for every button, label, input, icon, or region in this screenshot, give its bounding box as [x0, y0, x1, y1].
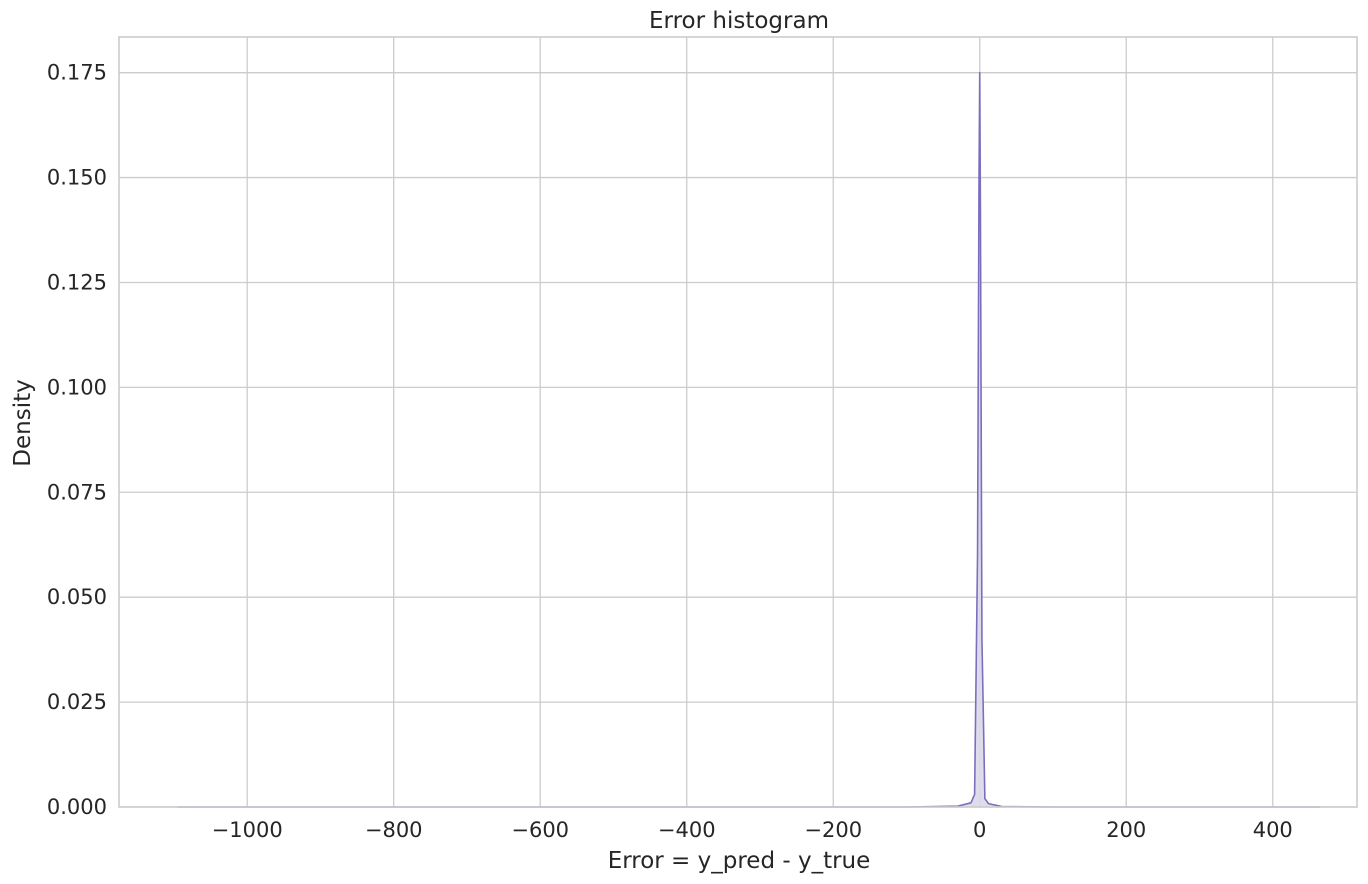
x-tick-label: −600	[511, 818, 569, 842]
chart-title: Error histogram	[649, 8, 829, 34]
x-tick-labels: −1000 −800 −600 −400 −200 0 200 400	[212, 818, 1293, 842]
y-tick-label: 0.000	[47, 795, 107, 819]
x-gridlines	[246, 37, 1274, 807]
y-tick-label: 0.050	[47, 585, 107, 609]
density-area	[177, 72, 1321, 808]
x-tick-label: 200	[1106, 818, 1146, 842]
y-tick-label: 0.150	[47, 166, 107, 190]
x-tick-label: −800	[365, 818, 423, 842]
x-tick-label: −200	[804, 818, 862, 842]
y-tick-labels: 0.000 0.025 0.050 0.075 0.100 0.125 0.150 0.175	[47, 61, 107, 819]
plot-frame	[118, 36, 1358, 808]
y-tick-label: 0.125	[47, 270, 107, 294]
x-tick-label: −400	[658, 818, 716, 842]
y-axis-label: Density	[10, 379, 36, 466]
x-tick-label: 400	[1253, 818, 1293, 842]
y-tick-label: 0.075	[47, 480, 107, 504]
x-tick-label: −1000	[212, 818, 283, 842]
y-tick-label: 0.175	[47, 61, 107, 85]
x-tick-label: 0	[973, 818, 986, 842]
y-tick-label: 0.100	[47, 375, 107, 399]
y-gridlines	[119, 72, 1357, 808]
density-series	[177, 71, 1321, 808]
x-axis-label: Error = y_pred - y_true	[608, 848, 871, 874]
y-tick-label: 0.025	[47, 690, 107, 714]
density-line	[177, 71, 1321, 808]
